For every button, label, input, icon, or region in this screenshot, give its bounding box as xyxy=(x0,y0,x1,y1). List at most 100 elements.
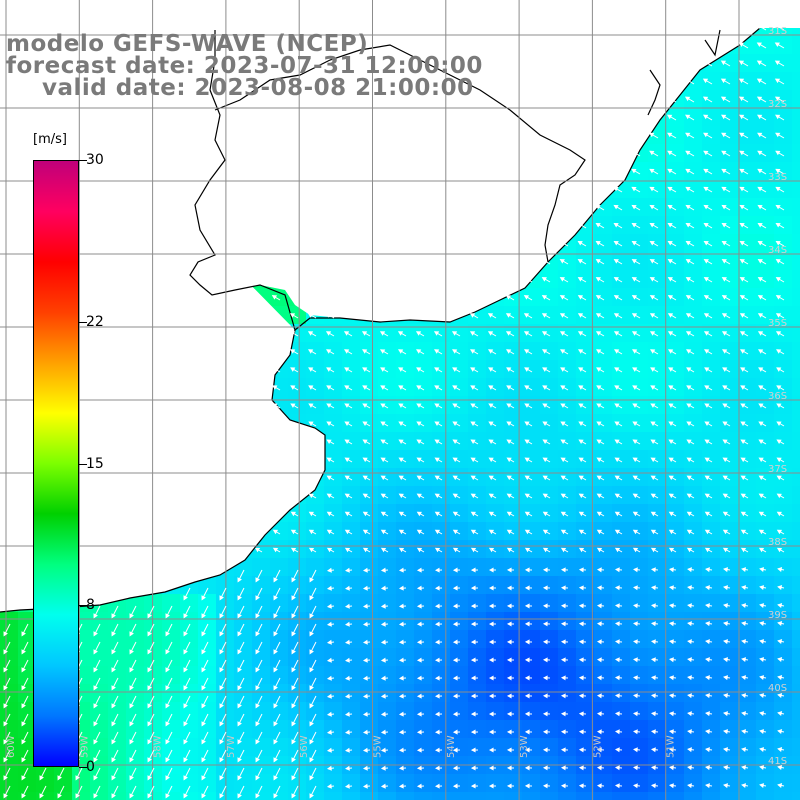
wind-arrow-head xyxy=(667,222,673,228)
field-cell xyxy=(360,630,379,649)
field-cell xyxy=(684,684,703,703)
wind-arrow-head xyxy=(722,475,728,481)
field-cell xyxy=(306,504,325,523)
wind-arrow-head xyxy=(776,439,782,445)
field-cell xyxy=(774,306,793,325)
wind-arrow-head xyxy=(362,639,368,645)
wind-arrow-head xyxy=(741,567,747,573)
field-cell xyxy=(702,702,721,721)
field-cell xyxy=(630,450,649,469)
field-cell xyxy=(378,324,397,343)
wind-arrow-head xyxy=(613,241,619,246)
field-cell xyxy=(108,702,127,721)
wind-arrow-head xyxy=(723,621,729,627)
field-cell xyxy=(702,486,721,505)
field-cell xyxy=(540,540,559,559)
wind-arrow-head xyxy=(775,168,781,174)
field-cell xyxy=(684,252,703,271)
wind-arrow-head xyxy=(362,585,368,591)
field-cell xyxy=(612,702,631,721)
field-cell xyxy=(414,720,433,739)
field-cell xyxy=(90,720,109,739)
wind-arrow-head xyxy=(398,439,404,445)
field-cell xyxy=(360,414,379,433)
field-cell xyxy=(162,666,181,685)
field-cell xyxy=(756,36,775,55)
field-cell xyxy=(630,738,649,757)
wind-arrow-head xyxy=(722,403,728,408)
field-cell xyxy=(198,702,217,721)
field-cell xyxy=(522,486,541,505)
field-cell xyxy=(396,378,415,397)
wind-arrow-head xyxy=(488,421,494,426)
wind-arrow-head xyxy=(524,657,530,663)
field-cell xyxy=(342,522,361,541)
wind-arrow-head xyxy=(201,685,206,691)
wind-arrow-head xyxy=(291,685,296,691)
wind-arrow-head xyxy=(3,685,8,691)
wind-arrow-head xyxy=(93,667,98,673)
wind-arrow-head xyxy=(704,367,710,372)
field-cell xyxy=(360,450,379,469)
field-cell xyxy=(756,720,775,739)
wind-arrow-head xyxy=(488,621,494,627)
wind-arrow-head xyxy=(559,259,565,264)
wind-arrow-head xyxy=(325,313,332,318)
field-cell xyxy=(738,558,757,577)
wind-arrow-head xyxy=(416,385,422,390)
field-cell xyxy=(0,702,19,721)
field-cell xyxy=(414,648,433,667)
wind-arrow-head xyxy=(129,739,134,745)
field-cell xyxy=(594,738,613,757)
wind-arrow-head xyxy=(183,793,188,799)
wind-arrow-head xyxy=(739,150,745,156)
wind-arrow-head xyxy=(488,403,494,408)
field-cell xyxy=(414,378,433,397)
field-cell xyxy=(90,738,109,757)
wind-arrow-head xyxy=(669,747,674,753)
wind-arrow-head xyxy=(650,493,656,499)
wind-arrow-head xyxy=(129,667,134,673)
wind-arrow-head xyxy=(326,457,332,463)
wind-arrow-head xyxy=(470,639,476,645)
field-cell xyxy=(468,666,487,685)
field-cell xyxy=(504,594,523,613)
field-cell xyxy=(576,306,595,325)
wind-arrow-head xyxy=(506,367,512,372)
wind-arrow-head xyxy=(595,331,602,336)
field-cell xyxy=(450,378,469,397)
wind-arrow-head xyxy=(774,60,781,66)
field-cell xyxy=(54,774,73,793)
field-cell xyxy=(126,702,145,721)
field-cell xyxy=(540,288,559,307)
field-cell xyxy=(486,432,505,451)
wind-arrow-head xyxy=(488,657,494,663)
field-cell xyxy=(234,576,253,595)
wind-arrow-head xyxy=(740,529,747,535)
wind-arrow-head xyxy=(524,675,530,681)
field-cell xyxy=(792,720,800,739)
field-cell xyxy=(720,126,739,145)
wind-arrow-head xyxy=(614,367,620,372)
wind-arrow-head xyxy=(578,385,584,390)
field-cell xyxy=(342,792,361,800)
wind-arrow-head xyxy=(255,649,260,655)
field-cell xyxy=(666,252,685,271)
field-cell xyxy=(684,126,703,145)
wind-arrow-head xyxy=(307,313,314,318)
field-cell xyxy=(522,324,541,343)
wind-arrow-head xyxy=(452,783,458,789)
field-cell xyxy=(720,702,739,721)
wind-arrow-head xyxy=(757,295,764,300)
field-cell xyxy=(306,612,325,631)
wind-arrow-head xyxy=(3,793,8,799)
field-cell xyxy=(522,702,541,721)
field-cell xyxy=(144,684,163,703)
wind-arrow-head xyxy=(506,783,512,789)
field-cell xyxy=(270,774,289,793)
field-cell xyxy=(288,576,307,595)
wind-arrow-head xyxy=(147,667,152,673)
colorbar-tick-mark xyxy=(79,463,87,465)
wind-arrow-head xyxy=(704,547,711,553)
wind-arrow-head xyxy=(632,567,638,573)
